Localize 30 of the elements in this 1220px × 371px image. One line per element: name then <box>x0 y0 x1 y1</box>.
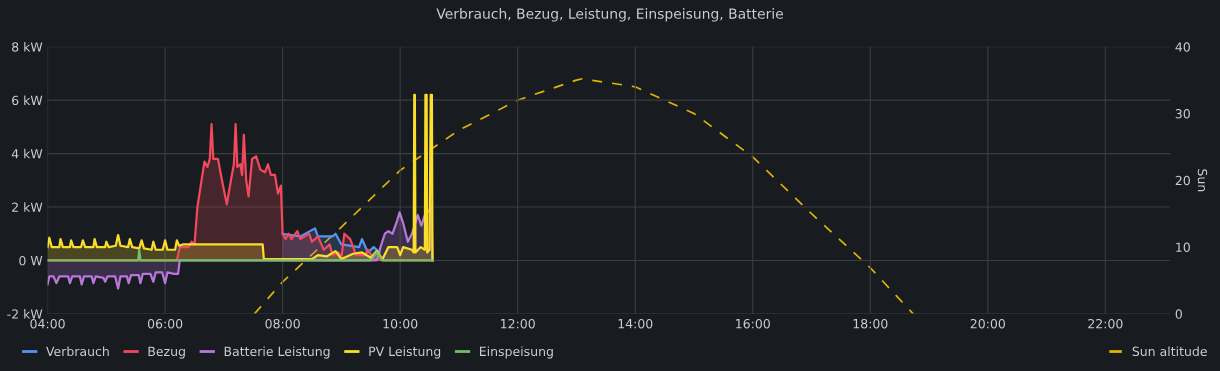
chart-title: Verbrauch, Bezug, Leistung, Einspeisung, Batterie <box>436 8 783 22</box>
x-tick-label: 10:00 <box>383 318 418 329</box>
legend-label: Batterie Leistung <box>224 346 330 359</box>
y2-tick-label: 20 <box>1175 175 1190 186</box>
x-tick-label: 04:00 <box>30 318 65 329</box>
legend-label: Einspeisung <box>479 346 553 359</box>
y-tick-label: 4 kW <box>11 148 43 159</box>
y2-tick-label: 30 <box>1175 109 1190 119</box>
legend-label: Verbrauch <box>46 346 109 357</box>
x-tick-label: 20:00 <box>970 318 1005 329</box>
y2-axis-title: Sun <box>1197 169 1208 192</box>
y-tick-label: 8 kW <box>12 42 43 52</box>
y2-tick-label: 10 <box>1176 242 1190 253</box>
x-tick-label: 16:00 <box>736 318 770 329</box>
x-tick-label: 14:00 <box>618 318 653 329</box>
x-tick-label: 18:00 <box>853 318 888 329</box>
legend-label: Sun altitude <box>1132 346 1207 357</box>
line-series <box>253 77 915 314</box>
legend-label: Bezug <box>148 346 185 359</box>
x-tick-label: 12:00 <box>501 318 535 329</box>
x-tick-label: 06:00 <box>147 318 183 329</box>
legend-label: PV Leistung <box>369 346 441 359</box>
y-tick-label: 6 kW <box>12 95 43 106</box>
y-tick-label: 0 W <box>19 255 43 266</box>
y-tick-label: 2 kW <box>12 202 43 212</box>
y2-tick-label: 0 <box>1175 309 1182 319</box>
y2-tick-label: 40 <box>1175 42 1190 52</box>
x-tick-label: 22:00 <box>1088 318 1123 329</box>
y-tick-label: -2 kW <box>7 309 43 319</box>
x-tick-label: 08:00 <box>265 318 300 329</box>
